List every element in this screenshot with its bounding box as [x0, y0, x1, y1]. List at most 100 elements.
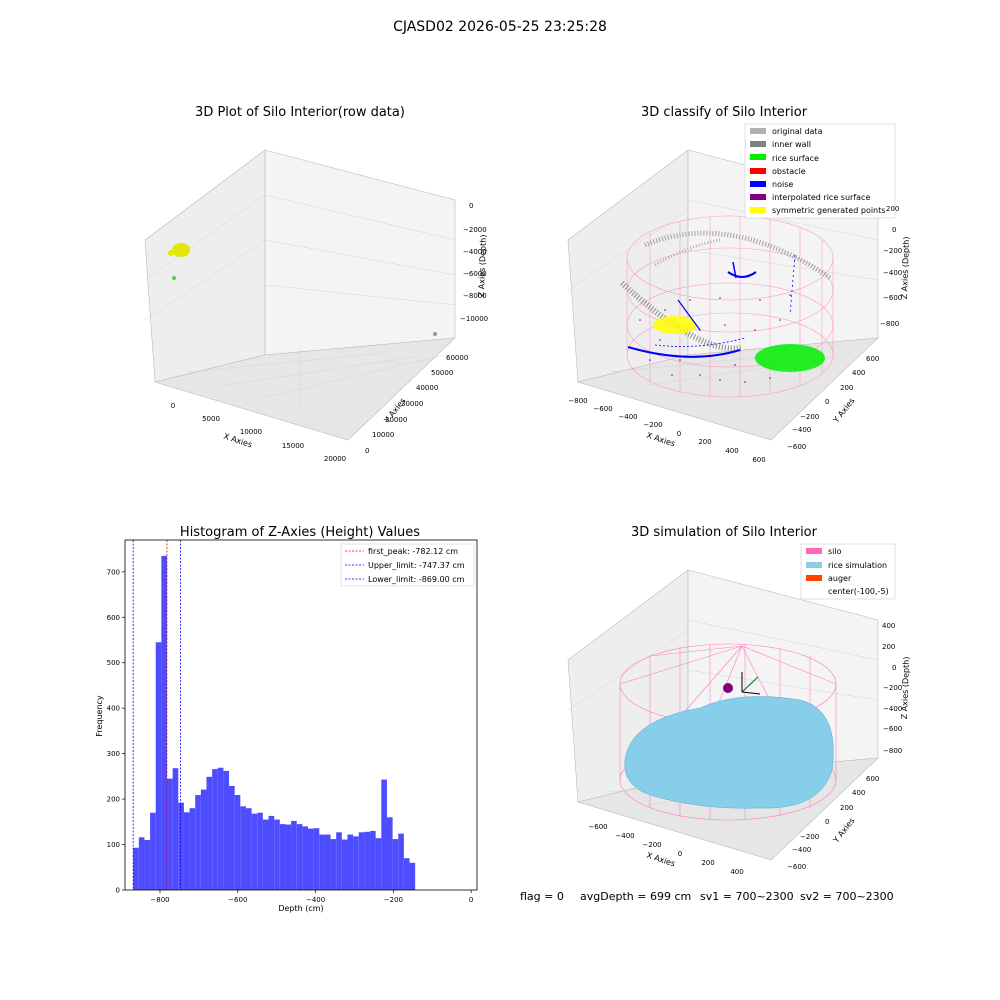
histogram-bar: [217, 767, 224, 890]
x-tick-label: 0: [469, 896, 473, 904]
y-tick: −400: [792, 426, 811, 434]
legend-label: Lower_limit: -869.00 cm: [368, 575, 465, 584]
rice-simulation-surface: [624, 696, 834, 809]
x-tick: 0: [678, 850, 682, 858]
legend-label: auger: [828, 574, 852, 583]
histogram-bar: [223, 770, 230, 890]
histogram-bar: [257, 812, 263, 890]
legend-label: interpolated rice surface: [772, 193, 870, 202]
panel-histogram: Histogram of Z-Axies (Height) Values −80…: [95, 525, 478, 913]
z-ticks: 400 200 0 −200 −400 −600 −800: [882, 622, 902, 755]
y-tick: 600: [866, 775, 879, 783]
histogram-bar: [155, 642, 162, 890]
histogram-bar: [234, 795, 241, 890]
histogram-bar: [319, 834, 325, 890]
histogram-bar: [285, 824, 292, 890]
z-tick: −400: [883, 269, 902, 277]
y-ticks: −600 −400 −200 0 200 400 600: [787, 355, 879, 451]
legend: silo rice simulation auger center(-100,-…: [800, 543, 896, 600]
figure-title: CJASD02 2026-05-25 23:25:28: [393, 19, 607, 35]
histogram-bar: [268, 815, 275, 890]
histogram-bar: [200, 789, 207, 890]
histogram-bar: [167, 778, 173, 890]
legend-label: original data: [772, 127, 823, 136]
histogram-bar: [245, 808, 252, 890]
y-tick: 200: [840, 384, 853, 392]
y-tick: 200: [840, 804, 853, 812]
x-tick-label: −200: [384, 896, 403, 904]
histogram-bar: [144, 840, 151, 890]
x-tick: 200: [701, 859, 714, 867]
histogram-bar: [133, 847, 139, 890]
z-tick: 200: [882, 643, 895, 651]
z-tick: 200: [886, 205, 899, 213]
legend-swatch-obstacle: [750, 168, 766, 174]
histogram-bar: [381, 779, 387, 890]
legend-label: obstacle: [772, 167, 806, 176]
y-tick-label: 500: [107, 659, 120, 667]
histogram-bar: [189, 808, 196, 890]
z-tick: −8000: [463, 292, 487, 300]
panel-simulation-3d: 3D simulation of Silo Interior: [567, 525, 911, 876]
histogram-bar: [386, 817, 393, 890]
histogram-bar: [375, 838, 382, 890]
histogram-bar: [398, 833, 404, 890]
noise-points: [627, 254, 796, 358]
y-ticks: 0 100 200 300 400 500 600 700: [107, 568, 125, 895]
histogram-bar: [324, 834, 331, 890]
histogram-bar: [274, 819, 280, 890]
histogram-bar: [296, 824, 303, 890]
z-tick: −200: [883, 684, 902, 692]
point-gray: [433, 332, 437, 336]
x-tick: 15000: [282, 442, 304, 450]
x-ticks: 0 5000 10000 15000 20000: [171, 402, 346, 463]
histogram-bar: [308, 828, 314, 890]
y-tick-label: 300: [107, 750, 120, 758]
z-tick: −10000: [460, 315, 488, 323]
y-tick: 400: [852, 789, 865, 797]
y-ticks: 0 10000 20000 30000 40000 50000 60000: [365, 354, 468, 455]
status-flag: flag = 0: [520, 890, 564, 903]
rice-surface-points: [755, 344, 825, 372]
histogram-bar: [229, 785, 235, 890]
legend-label: Upper_limit: -747.37 cm: [368, 561, 465, 570]
x-tick: 5000: [202, 415, 220, 423]
x-ticks: −600 −400 −200 0 200 400: [588, 823, 743, 876]
status-avg-depth: avgDepth = 699 cm: [580, 890, 691, 903]
histogram-bar: [403, 858, 410, 890]
x-axis-label: X Axies: [645, 851, 676, 869]
histogram-vlines: [132, 540, 181, 890]
histogram-bar: [240, 806, 246, 890]
histogram-bar: [341, 839, 348, 890]
y-tick: 10000: [372, 431, 394, 439]
z-ticks: 0 −2000 −4000 −6000 −8000 −10000: [460, 202, 488, 323]
z-tick: −6000: [463, 270, 487, 278]
legend-swatch-rice-sim: [806, 562, 822, 568]
status-sv1: sv1 = 700~2300: [700, 890, 794, 903]
z-tick: −600: [883, 725, 902, 733]
histogram-title: Histogram of Z-Axies (Height) Values: [180, 525, 420, 540]
x-axis-label: X Axies: [645, 431, 676, 449]
panel-raw-title: 3D Plot of Silo Interior(row data): [195, 105, 405, 120]
legend-label: rice simulation: [828, 561, 887, 570]
x-tick: −200: [643, 421, 662, 429]
legend-label: noise: [772, 180, 793, 189]
panel-classify-3d: 3D classify of Silo Interior: [567, 105, 911, 464]
z-tick: 0: [469, 202, 473, 210]
x-tick-label: −400: [306, 896, 325, 904]
histogram-bar: [347, 834, 354, 890]
histogram-bars: [133, 555, 416, 890]
x-tick: 400: [725, 447, 738, 455]
histogram-bar: [183, 812, 190, 890]
y-tick: 600: [866, 355, 879, 363]
legend-swatch-silo: [806, 548, 822, 554]
point-yellow: [168, 250, 174, 256]
x-tick: 10000: [240, 428, 262, 436]
histogram-bar: [262, 819, 269, 890]
y-tick-label: 400: [107, 705, 120, 713]
x-tick: 200: [698, 438, 711, 446]
x-tick: −200: [642, 841, 661, 849]
symmetric-points: [653, 316, 697, 334]
legend-swatch-inner-wall: [750, 141, 766, 147]
y-ticks: −600 −400 −200 0 200 400 600: [787, 775, 879, 871]
